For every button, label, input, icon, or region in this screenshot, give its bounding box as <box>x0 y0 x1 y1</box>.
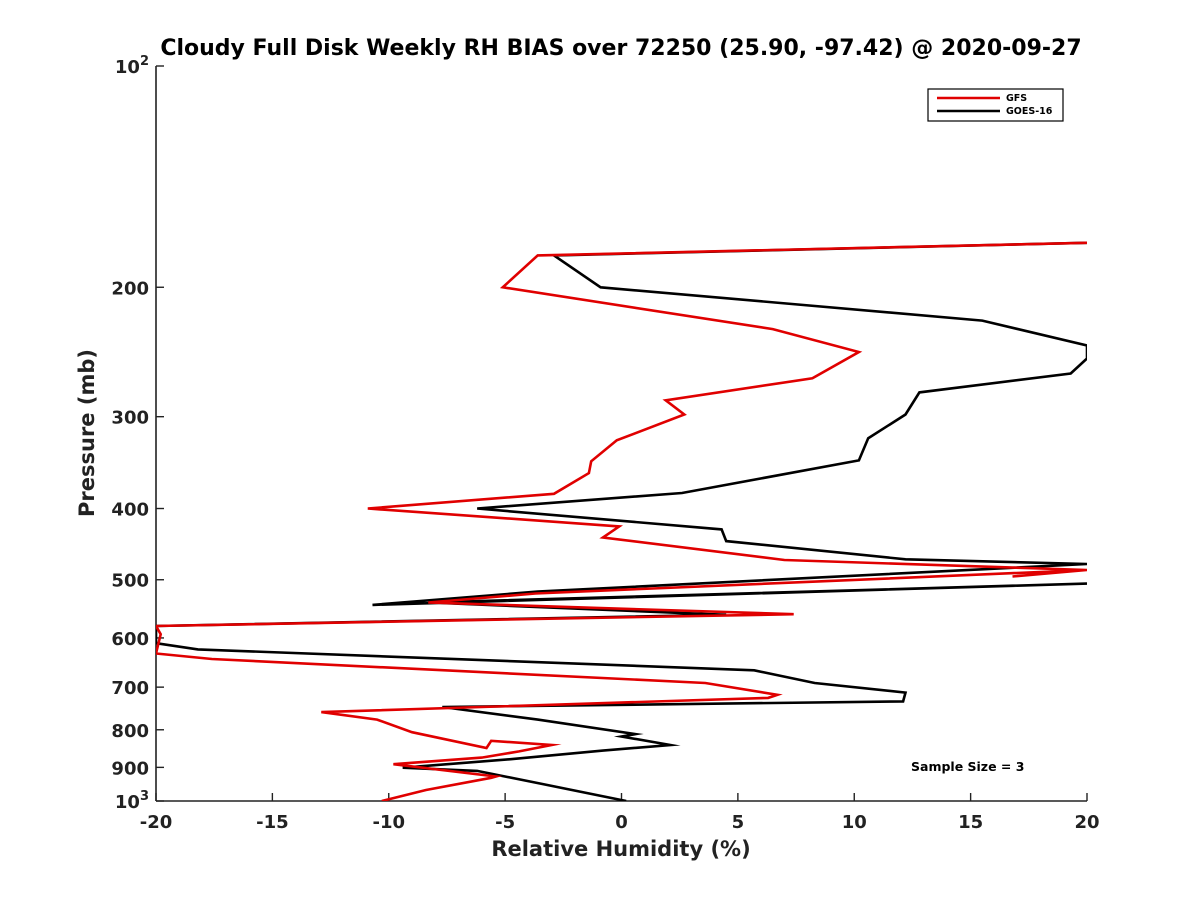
y-tick-label: 400 <box>111 500 149 521</box>
y-tick-label: 700 <box>111 678 149 699</box>
series-line-gfs <box>156 241 1087 801</box>
x-tick-label: -20 <box>140 812 173 833</box>
series-layer <box>156 241 1087 801</box>
x-tick-label: 5 <box>732 812 745 833</box>
x-axis-label: Relative Humidity (%) <box>491 837 750 861</box>
y-tick-label: 200 <box>111 278 149 299</box>
x-tick-label: -10 <box>372 812 405 833</box>
sample-size-annotation: Sample Size = 3 <box>911 759 1024 774</box>
y-tick-label: 800 <box>111 721 149 742</box>
series-line-goes16 <box>156 241 1087 801</box>
axes: -20 -15 -10 -5 0 5 10 15 20 102 200 300 400 500 600 700… <box>111 54 1099 833</box>
x-tick-label: -15 <box>256 812 289 833</box>
x-tick-label: 15 <box>958 812 983 833</box>
x-tick-label: -5 <box>495 812 515 833</box>
x-tick-label: 0 <box>615 812 628 833</box>
y-tick-label: 900 <box>111 758 149 779</box>
y-tick-label: 500 <box>111 571 149 592</box>
y-tick-label: 600 <box>111 629 149 650</box>
x-tick-label: 10 <box>842 812 867 833</box>
y-axis-label: Pressure (mb) <box>75 349 99 517</box>
legend-label-goes16: GOES-16 <box>1006 106 1053 117</box>
y-tick-label: 300 <box>111 408 149 429</box>
legend-box <box>927 88 1064 122</box>
chart-title: Cloudy Full Disk Weekly RH BIAS over 722… <box>160 36 1081 61</box>
x-tick-label: 20 <box>1074 812 1099 833</box>
y-tick-label: 102 <box>115 54 149 78</box>
y-tick-label: 103 <box>115 789 149 813</box>
legend: GFS GOES-16 <box>927 88 1064 122</box>
legend-label-gfs: GFS <box>1006 93 1027 104</box>
